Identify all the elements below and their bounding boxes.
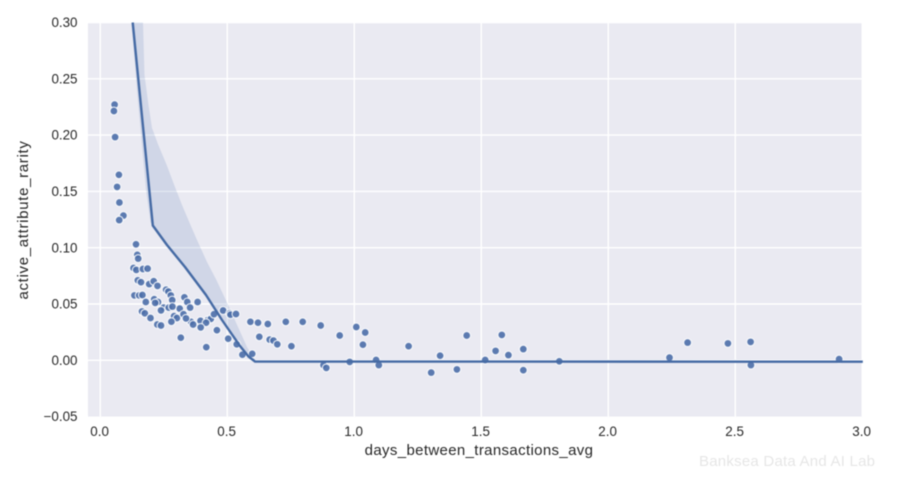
svg-text:0.10: 0.10	[51, 240, 77, 255]
svg-text:−0.05: −0.05	[44, 409, 78, 424]
svg-text:0.25: 0.25	[51, 71, 77, 86]
svg-text:0.00: 0.00	[51, 353, 77, 368]
svg-text:0.0: 0.0	[90, 424, 109, 439]
svg-text:0.20: 0.20	[51, 128, 77, 143]
svg-text:2.0: 2.0	[598, 424, 617, 439]
svg-text:days_between_transactions_avg: days_between_transactions_avg	[365, 442, 594, 459]
svg-text:1.5: 1.5	[471, 424, 490, 439]
svg-text:0.5: 0.5	[217, 424, 236, 439]
svg-text:2.5: 2.5	[725, 424, 744, 439]
svg-text:0.05: 0.05	[51, 297, 77, 312]
svg-text:1.0: 1.0	[344, 424, 363, 439]
svg-text:0.15: 0.15	[51, 184, 77, 199]
svg-text:active_attribute_rarity: active_attribute_rarity	[15, 140, 32, 299]
svg-text:3.0: 3.0	[852, 424, 871, 439]
svg-text:0.30: 0.30	[51, 15, 77, 30]
svg-text:Banksea Data And AI Lab: Banksea Data And AI Lab	[699, 453, 875, 470]
